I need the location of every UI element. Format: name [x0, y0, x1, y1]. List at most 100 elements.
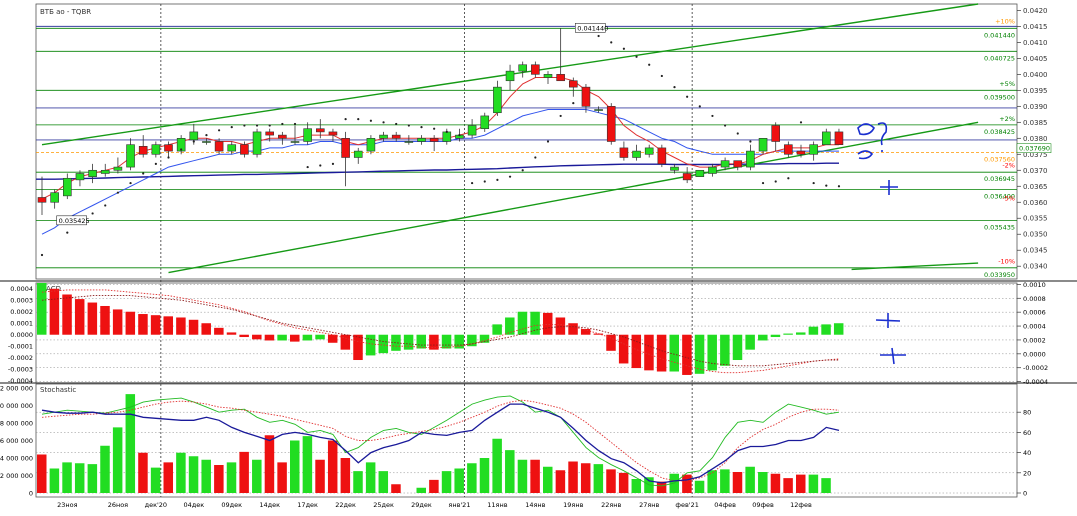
candle-body [531, 64, 540, 75]
percent-label: -10% [998, 257, 1015, 265]
candle-body [746, 150, 755, 168]
sar-dot [521, 169, 524, 172]
sar-dot [559, 114, 562, 118]
sar-dot [129, 181, 132, 185]
stoch-right-tick-label: 80 [1023, 409, 1031, 417]
sar-dot [407, 124, 410, 127]
macd-bar [315, 334, 325, 340]
level-label: 0.036400 [984, 192, 1015, 200]
sar-dot [369, 119, 372, 122]
volume-bar [606, 469, 616, 493]
sar-dot [458, 134, 461, 137]
volume-bar [391, 484, 401, 493]
volume-bar [593, 464, 604, 493]
volume-bar [707, 470, 717, 493]
date-label: 22янв [601, 501, 621, 509]
sar-dot [331, 162, 335, 165]
macd-left-tick: 0.0002 [10, 308, 33, 316]
volume-bar [214, 465, 224, 493]
candle-body [834, 131, 844, 145]
sar-dot [534, 156, 537, 159]
macd-left-tick: 0.0004 [10, 285, 33, 293]
price-tick-label: 0.0395 [1023, 87, 1048, 95]
volume-bar [315, 459, 325, 493]
sar-dot [433, 127, 436, 130]
date-label: 27янв [639, 501, 659, 509]
macd-bar [707, 334, 717, 371]
macd-bar [441, 334, 452, 349]
macd-bar [100, 305, 110, 335]
level-label: 0.036945 [984, 175, 1015, 183]
sar-dot [357, 118, 360, 121]
volume-bar [290, 440, 300, 493]
candle-body [442, 131, 452, 142]
sar-dot [230, 126, 233, 129]
date-label: 12фев [790, 501, 812, 509]
macd-bar [125, 311, 136, 335]
date-label: 04дек [183, 501, 204, 509]
price-callout-box [574, 23, 606, 33]
candle-body [341, 138, 350, 158]
sar-dot [471, 181, 474, 185]
volume-bar [505, 450, 515, 493]
candle-body [50, 192, 59, 203]
sar-dot [142, 172, 145, 175]
sar-dot [40, 253, 44, 257]
sar-dot [496, 178, 499, 181]
macd-bar [302, 334, 313, 341]
volume-bar [138, 452, 148, 493]
candle-body [771, 125, 781, 142]
candle-body [632, 150, 641, 158]
sar-dot [812, 181, 815, 185]
macd-bar [821, 324, 831, 335]
candle-body [100, 169, 110, 174]
price-tick-label: 0.0370 [1023, 167, 1048, 175]
volume-bar [74, 463, 85, 493]
candle-body [278, 134, 287, 139]
sar-dot [382, 121, 385, 124]
candle-body [518, 64, 528, 72]
volume-bar [543, 466, 553, 493]
volume-bar [555, 470, 566, 493]
candle-body [417, 138, 426, 142]
sar-dot [255, 124, 259, 127]
macd-bar [492, 324, 502, 335]
macd-right-tick-label: 0.0006 [1023, 309, 1046, 317]
volume-bar [732, 472, 743, 493]
volume-bar [479, 458, 490, 493]
level-label: 0.040725 [984, 54, 1015, 62]
volume-bar [49, 468, 60, 493]
candle-body [379, 134, 388, 139]
candle-body [784, 144, 793, 155]
macd-bar [353, 334, 363, 361]
volume-bar [125, 394, 136, 493]
candle-body [644, 147, 654, 155]
date-label: янв'21 [448, 501, 470, 509]
macd-bar [290, 334, 300, 342]
macd-bar [568, 323, 578, 335]
macd-right-tick-label: -0.0002 [1023, 364, 1048, 372]
candle-body [62, 177, 72, 197]
volume-bar [87, 464, 98, 493]
macd-bar [403, 334, 414, 350]
stoch-right-tick-label: 60 [1023, 429, 1031, 437]
sar-dot [243, 124, 246, 127]
macd-bar [62, 294, 72, 335]
macd-bar [416, 334, 426, 349]
volume-bar [618, 472, 629, 493]
date-label: 14янв [525, 501, 545, 509]
macd-bar [745, 334, 755, 350]
candle-body [328, 131, 338, 136]
macd-right-tick-label: 0.0000 [1023, 350, 1046, 358]
sar-dot [293, 122, 297, 126]
macd-bar [138, 314, 148, 335]
sar-dot [648, 63, 651, 66]
volume-bar [252, 459, 262, 493]
candle-body [189, 131, 199, 141]
price-callout-label: 0.041440 [577, 24, 608, 32]
macd-left-tick: -0.0001 [8, 343, 33, 351]
price-tick-label: 0.0380 [1023, 135, 1048, 143]
macd-right-tick-label: 0.0008 [1023, 295, 1046, 303]
volume-bar [365, 462, 376, 493]
